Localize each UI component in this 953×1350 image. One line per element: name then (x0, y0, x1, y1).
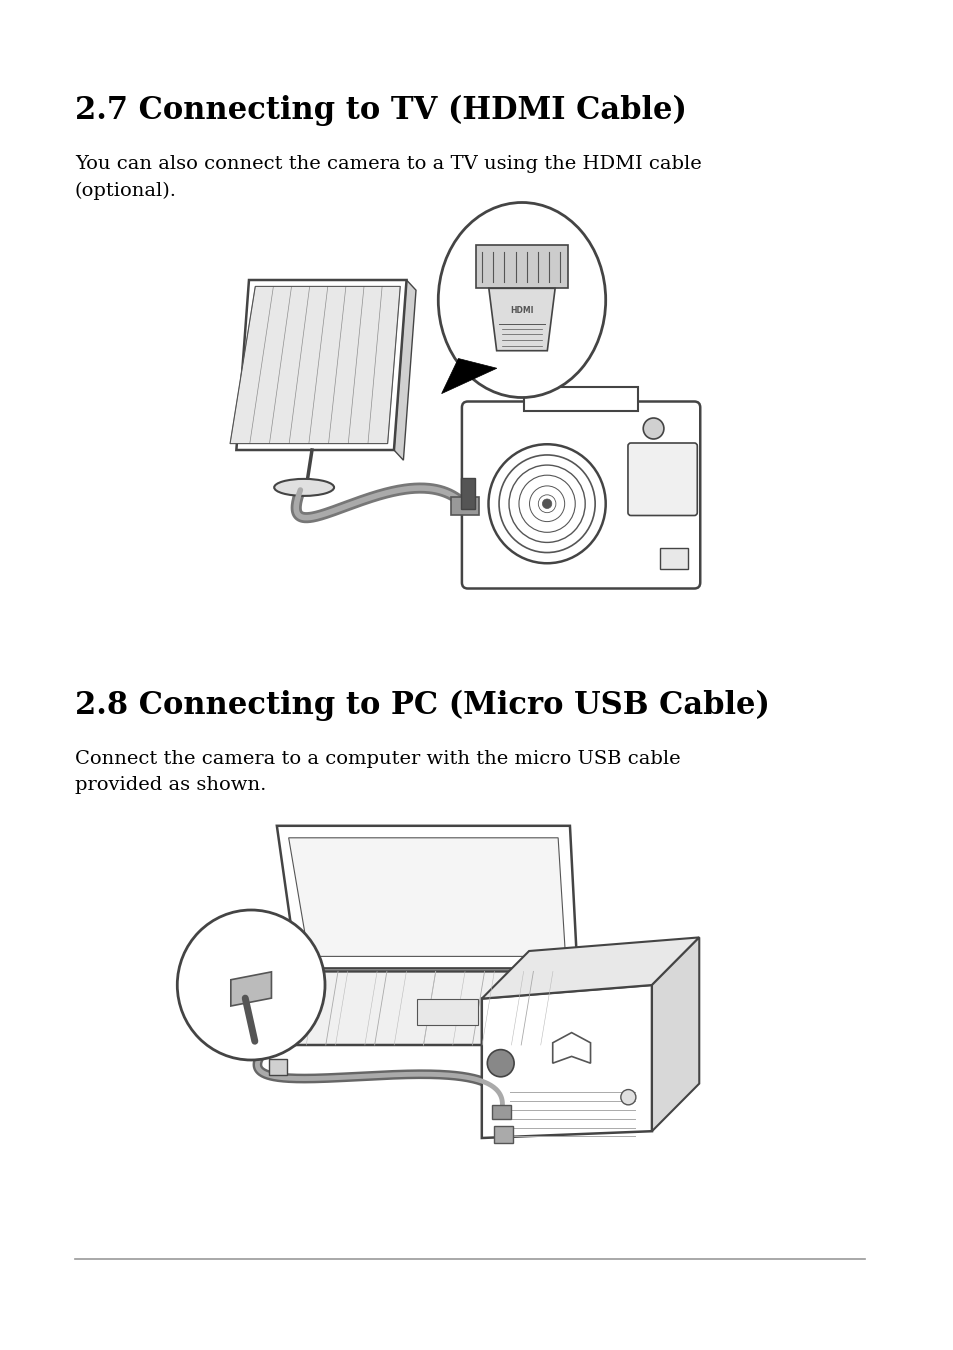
Text: 2.7 Connecting to TV (HDMI Cable): 2.7 Connecting to TV (HDMI Cable) (74, 95, 686, 126)
FancyBboxPatch shape (627, 443, 697, 516)
Polygon shape (231, 972, 272, 1006)
Bar (493, 1126, 512, 1143)
Polygon shape (276, 826, 577, 968)
Circle shape (542, 500, 551, 509)
FancyBboxPatch shape (461, 401, 700, 589)
Circle shape (177, 910, 325, 1060)
Bar (476, 246, 567, 289)
Circle shape (509, 464, 584, 543)
Polygon shape (230, 286, 400, 444)
Circle shape (498, 455, 595, 552)
Polygon shape (276, 972, 581, 1045)
Bar (659, 548, 687, 568)
Text: Connect the camera to a computer with the micro USB cable
provided as shown.: Connect the camera to a computer with th… (74, 751, 679, 794)
Bar (269, 1060, 287, 1075)
Text: 2.8 Connecting to PC (Micro USB Cable): 2.8 Connecting to PC (Micro USB Cable) (74, 690, 769, 721)
Bar (417, 999, 478, 1025)
Bar (491, 1106, 511, 1119)
Polygon shape (651, 937, 699, 1131)
Polygon shape (441, 359, 497, 394)
Bar (460, 478, 474, 509)
Circle shape (642, 418, 663, 439)
Polygon shape (481, 937, 699, 999)
Circle shape (620, 1089, 636, 1104)
Polygon shape (394, 279, 416, 460)
Circle shape (487, 1049, 514, 1077)
Circle shape (518, 475, 575, 532)
Polygon shape (289, 838, 565, 956)
Bar (451, 497, 478, 514)
Circle shape (529, 486, 564, 521)
Bar (524, 386, 637, 410)
Ellipse shape (274, 479, 334, 495)
Text: HDMI: HDMI (510, 305, 533, 315)
Polygon shape (236, 279, 406, 450)
Ellipse shape (437, 202, 605, 397)
Text: You can also connect the camera to a TV using the HDMI cable
(optional).: You can also connect the camera to a TV … (74, 155, 700, 200)
Polygon shape (488, 289, 555, 351)
Circle shape (488, 444, 605, 563)
Circle shape (537, 495, 556, 513)
Polygon shape (481, 986, 651, 1138)
